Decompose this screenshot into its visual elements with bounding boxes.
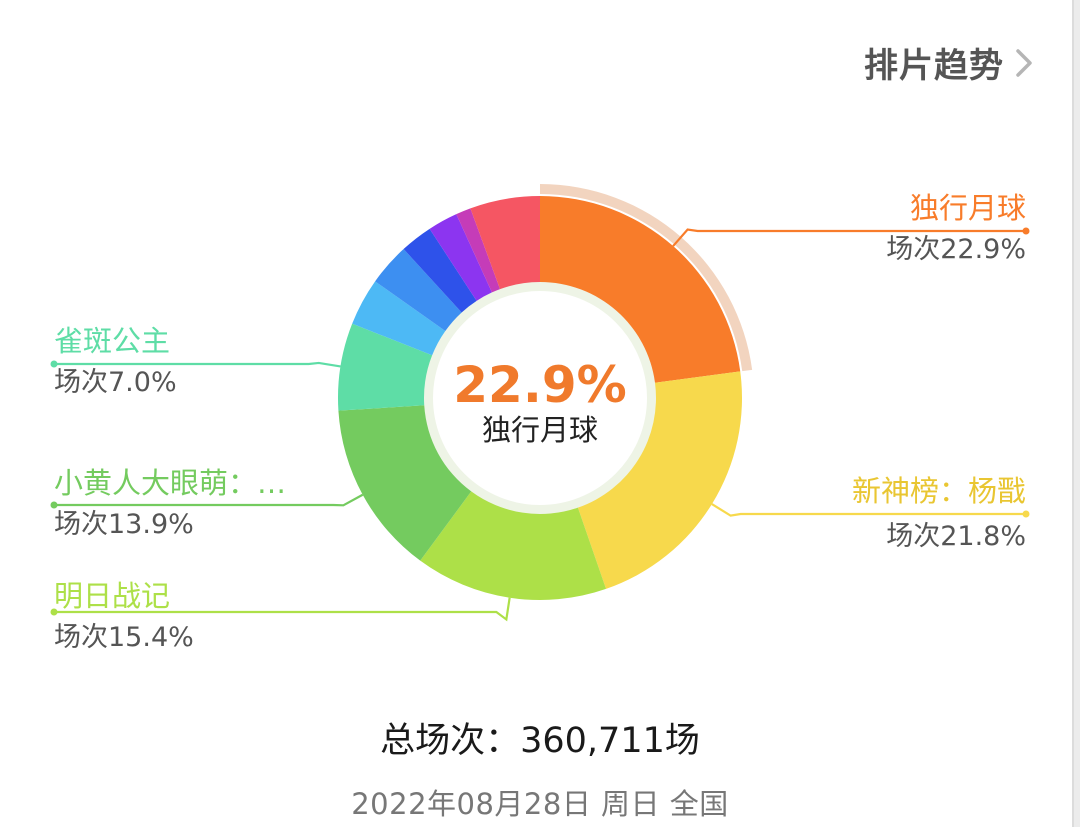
slice-value-label-4: 场次7.0%	[54, 367, 177, 398]
slice-0[interactable]	[540, 196, 741, 383]
slice-3[interactable]	[338, 405, 472, 561]
leader-dot-4	[50, 360, 58, 368]
slice-name-label-2: 明日战记	[54, 579, 170, 613]
slice-label-group: 独行月球场次22.9%新神榜：杨戬场次21.8%明日战记场次15.4%小黄人大眼…	[54, 191, 1026, 653]
slice-1[interactable]	[577, 371, 742, 589]
donut-chart[interactable]: 独行月球场次22.9%新神榜：杨戬场次21.8%明日战记场次15.4%小黄人大眼…	[0, 0, 1080, 700]
slice-4[interactable]	[338, 323, 433, 411]
slice-9[interactable]	[456, 208, 501, 293]
slice-7[interactable]	[403, 228, 477, 313]
leader-dot-2	[50, 608, 58, 616]
slice-name-label-0: 独行月球	[910, 191, 1026, 225]
leader-line-group	[50, 227, 1030, 622]
leader-dot-1	[1022, 510, 1030, 518]
slice-5[interactable]	[352, 281, 446, 356]
highlight-arc	[540, 184, 753, 372]
leader-line-1	[711, 503, 1026, 517]
slice-value-label-2: 场次15.4%	[54, 622, 194, 653]
leader-dot-0	[1022, 227, 1030, 235]
scroll-edge	[1072, 0, 1080, 827]
slice-value-label-3: 场次13.9%	[54, 509, 194, 540]
center-label: 独行月球	[482, 413, 598, 447]
slice-8[interactable]	[429, 214, 492, 301]
slice-name-label-4: 雀斑公主	[54, 324, 170, 358]
trend-link[interactable]: 排片趋势	[864, 38, 1034, 87]
center-percentage: 22.9%	[453, 356, 626, 414]
leader-line-2	[54, 597, 511, 622]
leader-dot-3	[50, 501, 58, 509]
slice-2[interactable]	[420, 491, 607, 600]
date-region-info: 2022年08月28日 周日 全国	[351, 787, 729, 821]
leader-line-4	[54, 361, 341, 368]
slice-name-label-1: 新神榜：杨戬	[852, 474, 1026, 508]
slice-value-label-1: 场次21.8%	[886, 521, 1026, 552]
total-showings: 总场次：360,711场	[380, 721, 700, 761]
slice-6[interactable]	[375, 249, 462, 332]
slice-name-label-3: 小黄人大眼萌：…	[54, 466, 286, 500]
slice-10[interactable]	[470, 196, 540, 290]
inner-ring	[423, 281, 657, 515]
trend-label: 排片趋势	[864, 46, 1004, 86]
leader-line-0	[672, 228, 1026, 247]
slice-group	[338, 184, 753, 600]
leader-line-3	[54, 493, 364, 507]
chevron-right-icon	[1016, 48, 1032, 77]
summary-footer: 总场次：360,711场 2022年08月28日 周日 全国	[0, 712, 1080, 823]
slice-value-label-0: 场次22.9%	[886, 234, 1026, 265]
